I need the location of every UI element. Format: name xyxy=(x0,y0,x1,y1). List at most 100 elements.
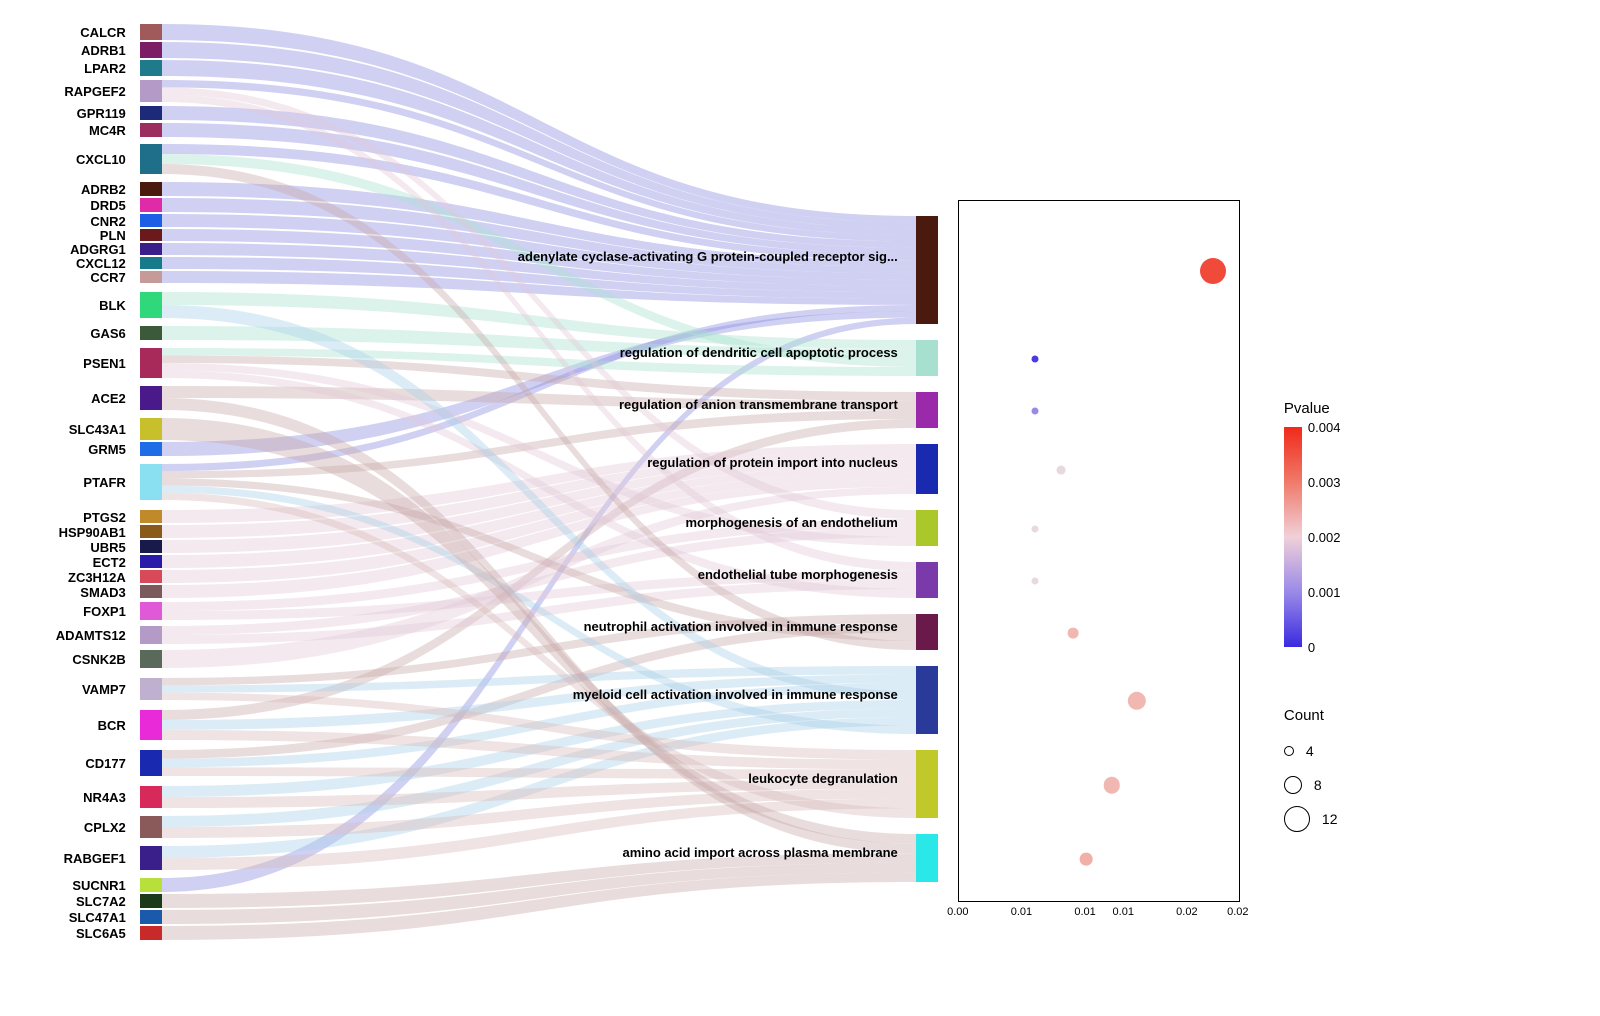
xtick-label: 0.02 xyxy=(1227,906,1248,918)
gene-block-ubr5 xyxy=(140,540,162,553)
dot-t4 xyxy=(1056,466,1065,475)
dot-t6 xyxy=(1032,578,1039,585)
gene-block-lpar2 xyxy=(140,60,162,76)
flow-mc4r-t1 xyxy=(162,123,916,254)
gene-label-nr4a3: NR4A3 xyxy=(83,791,126,804)
flow-ptafr-t7 xyxy=(162,478,916,641)
flow-foxp1-t5 xyxy=(162,519,916,611)
gene-label-rabgef1: RABGEF1 xyxy=(64,852,126,865)
gene-label-slc43a1: SLC43A1 xyxy=(69,423,126,436)
flow-calcr-t1 xyxy=(162,24,916,222)
term-label-t2: regulation of dendritic cell apoptotic p… xyxy=(620,346,898,360)
term-label-t5: morphogenesis of an endothelium xyxy=(685,516,897,530)
gene-label-cnr2: CNR2 xyxy=(90,215,125,228)
gene-block-ptgs2 xyxy=(140,510,162,523)
dot-t8 xyxy=(1128,692,1146,710)
count-label: 12 xyxy=(1322,811,1338,827)
pvalue-tick-label: 0 xyxy=(1308,640,1315,655)
count-circle-icon xyxy=(1284,776,1302,794)
gene-label-ace2: ACE2 xyxy=(91,392,126,405)
term-label-t8: myeloid cell activation involved in immu… xyxy=(573,688,898,702)
pvalue-tick-label: 0.002 xyxy=(1308,530,1341,545)
flow-psen1-t3 xyxy=(162,356,916,402)
gene-label-ptafr: PTAFR xyxy=(83,476,125,489)
term-label-t3: regulation of anion transmembrane transp… xyxy=(619,398,898,412)
term-block-t6 xyxy=(916,562,938,598)
count-circle-icon xyxy=(1284,746,1294,756)
dot-t9 xyxy=(1103,777,1120,794)
gene-label-grm5: GRM5 xyxy=(88,443,126,456)
flow-blk-t2 xyxy=(162,292,916,349)
flow-slc6a5-t10 xyxy=(162,872,916,940)
gene-label-csnk2b: CSNK2B xyxy=(72,653,125,666)
dot-t1 xyxy=(1200,258,1226,284)
xtick-label: 0.01 xyxy=(1011,906,1032,918)
gene-block-cplx2 xyxy=(140,816,162,838)
gene-label-bcr: BCR xyxy=(98,719,126,732)
flow-slc7a2-t10 xyxy=(162,853,916,908)
pvalue-tick-label: 0.003 xyxy=(1308,475,1341,490)
gene-block-nr4a3 xyxy=(140,786,162,808)
count-legend-item: 8 xyxy=(1284,768,1580,802)
term-label-t1: adenylate cyclase-activating G protein-c… xyxy=(518,250,898,264)
gene-block-sucnr1 xyxy=(140,878,162,892)
legend-panel: Pvalue 0.0040.0030.0020.0010 Count 4812 xyxy=(1284,20,1580,836)
gene-block-slc47a1 xyxy=(140,910,162,924)
gene-label-slc47a1: SLC47A1 xyxy=(69,911,126,924)
figure-root: CALCRADRB1LPAR2RAPGEF2GPR119MC4RCXCL10AD… xyxy=(20,20,1580,1000)
gene-block-cnr2 xyxy=(140,214,162,227)
flow-cplx2-t8 xyxy=(162,709,916,828)
flow-bcr-t9 xyxy=(162,730,916,769)
flow-slc47a1-t10 xyxy=(162,863,916,924)
flow-rabgef1-t8 xyxy=(162,717,916,858)
pvalue-legend-title: Pvalue xyxy=(1284,400,1580,417)
gene-block-psen1 xyxy=(140,348,162,378)
flow-adamts12-t6 xyxy=(162,580,916,644)
xtick-label: 0.02 xyxy=(1176,906,1197,918)
count-legend-item: 12 xyxy=(1284,802,1580,836)
gene-label-rapgef2: RAPGEF2 xyxy=(64,85,125,98)
gene-label-zc3h12a: ZC3H12A xyxy=(68,571,126,584)
gene-label-adgrg1: ADGRG1 xyxy=(70,243,126,256)
count-label: 4 xyxy=(1306,743,1314,759)
gene-block-bcr xyxy=(140,710,162,740)
count-legend-title: Count xyxy=(1284,707,1580,724)
gene-block-ccr7 xyxy=(140,271,162,283)
term-label-t4: regulation of protein import into nucleu… xyxy=(647,456,898,470)
flow-lpar2-t1 xyxy=(162,60,916,235)
term-block-t7 xyxy=(916,614,938,650)
gene-label-lpar2: LPAR2 xyxy=(84,62,126,75)
gene-block-adamts12 xyxy=(140,626,162,644)
gene-label-adamts12: ADAMTS12 xyxy=(56,629,126,642)
term-block-t1 xyxy=(916,216,938,324)
gene-block-calcr xyxy=(140,24,162,40)
term-label-t10: amino acid import across plasma membrane xyxy=(623,846,898,860)
gene-block-vamp7 xyxy=(140,678,162,700)
dot-t7 xyxy=(1068,628,1079,639)
count-label: 8 xyxy=(1314,777,1322,793)
term-label-t9: leukocyte degranulation xyxy=(748,772,898,786)
gene-block-gpr119 xyxy=(140,106,162,120)
gene-label-cd177: CD177 xyxy=(85,757,125,770)
flow-adrb1-t1 xyxy=(162,42,916,229)
count-legend-items: 4 8 12 xyxy=(1284,734,1580,836)
sankey-diagram: CALCRADRB1LPAR2RAPGEF2GPR119MC4RCXCL10AD… xyxy=(20,20,948,1000)
dot-t2 xyxy=(1032,356,1039,363)
gene-block-drd5 xyxy=(140,198,162,212)
flow-cnr2-t1 xyxy=(162,214,916,280)
xtick-label: 0.00 xyxy=(947,906,968,918)
gene-label-foxp1: FOXP1 xyxy=(83,605,126,618)
dotplot-box xyxy=(958,200,1240,902)
gene-label-gpr119: GPR119 xyxy=(77,107,126,120)
gene-label-cxcl10: CXCL10 xyxy=(76,153,126,166)
flow-ptafr-t1 xyxy=(162,305,916,471)
gene-block-zc3h12a xyxy=(140,570,162,583)
flow-ccr7-t1 xyxy=(162,271,916,305)
gene-block-ptafr xyxy=(140,464,162,500)
term-block-t3 xyxy=(916,392,938,428)
gene-block-cd177 xyxy=(140,750,162,776)
gene-label-hsp90ab1: HSP90AB1 xyxy=(59,526,126,539)
term-block-t5 xyxy=(916,510,938,546)
flow-grm5-t1 xyxy=(162,311,916,456)
gene-block-csnk2b xyxy=(140,650,162,668)
